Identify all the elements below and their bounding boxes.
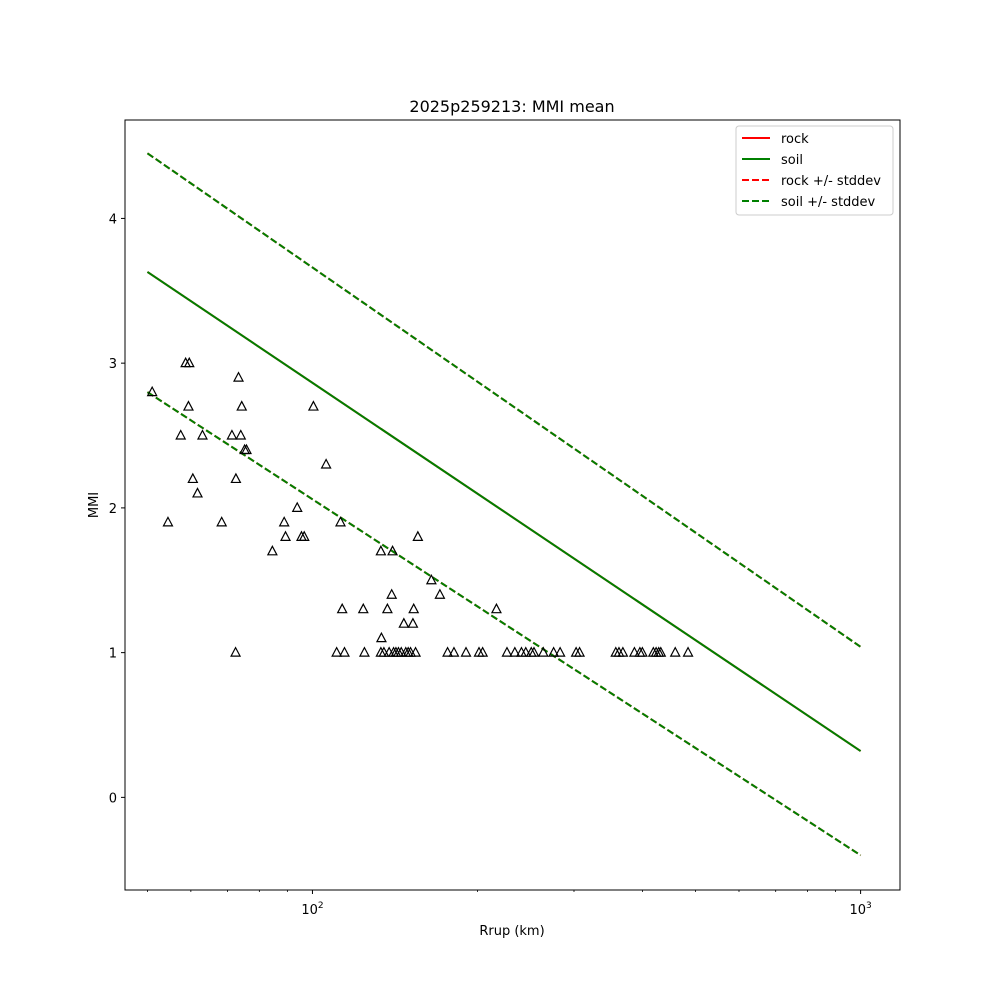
observation-marker (537, 646, 549, 657)
observation-marker (387, 545, 399, 556)
observation-marker (617, 646, 629, 657)
chart-title: 2025p259213: MMI mean (409, 97, 614, 116)
observation-marker (196, 429, 208, 440)
observation-marker (230, 646, 242, 657)
observation-marker (425, 573, 437, 585)
observation-marker (669, 646, 681, 657)
y-axis: 0 1 2 3 4 (109, 212, 125, 806)
observation-marker (381, 602, 393, 614)
observation-marker (477, 646, 489, 657)
observation-marker (291, 501, 303, 512)
observation-marker (241, 443, 252, 455)
observation-marker (182, 400, 194, 411)
series-line-1 (146, 271, 862, 752)
observation-marker (628, 646, 640, 657)
y-tick-label: 4 (109, 212, 117, 227)
x-axis-label: Rrup (km) (479, 924, 544, 939)
observation-marker (386, 588, 398, 599)
observation-marker (520, 646, 532, 657)
observation-marker (162, 516, 174, 527)
legend-label: rock +/- stddev (781, 174, 881, 189)
x-tick-label: 102 (301, 901, 323, 918)
observation-marker (509, 646, 521, 657)
observation-marker (528, 646, 540, 657)
legend: rock soil rock +/- stddev soil +/- stddev (735, 125, 894, 216)
observation-marker (412, 530, 424, 541)
x-axis: 102 103 (147, 890, 872, 918)
observation-marker (574, 646, 586, 657)
observation-marker (408, 602, 420, 614)
observation-marker (307, 400, 319, 411)
legend-label: soil (781, 153, 803, 168)
observation-marker (448, 646, 460, 657)
observation-marker (280, 530, 292, 541)
observation-marker (298, 530, 310, 541)
observation-marker (636, 646, 648, 657)
legend-box (735, 125, 894, 216)
plot-content (146, 152, 862, 857)
series-line-lower-3 (146, 391, 862, 857)
observation-marker (358, 646, 370, 657)
observation-marker (375, 545, 387, 556)
observation-marker (216, 516, 228, 527)
observation-marker (278, 516, 290, 527)
observation-marker (398, 617, 410, 628)
observation-marker (548, 646, 560, 657)
observation-marker (236, 400, 248, 411)
observation-marker (192, 487, 204, 498)
observation-marker (655, 646, 667, 657)
y-tick-label: 2 (109, 502, 117, 517)
observation-marker (331, 646, 343, 657)
observation-marker (682, 646, 694, 657)
observation-marker (407, 617, 419, 628)
observation-marker (266, 545, 278, 556)
y-axis-label: MMI (87, 492, 102, 518)
observation-marker (320, 458, 332, 469)
x-tick-label: 103 (849, 901, 871, 918)
observation-marker (146, 385, 158, 397)
observation-marker (357, 602, 369, 614)
observation-marker (442, 646, 454, 657)
observation-marker (226, 429, 238, 440)
observation-marker (378, 646, 390, 657)
observation-marker (233, 371, 245, 382)
observation-marker (501, 646, 513, 657)
y-tick-label: 0 (109, 791, 117, 806)
observation-marker (460, 646, 472, 657)
observation-marker (235, 429, 247, 440)
observation-marker (434, 588, 446, 599)
series-line-3 (146, 152, 862, 648)
observation-marker (375, 631, 387, 643)
observation-marker (410, 646, 422, 657)
observation-marker (183, 356, 195, 368)
observation-marker (554, 646, 566, 657)
observation-marker (175, 429, 187, 440)
y-tick-label: 3 (109, 357, 117, 372)
observation-marker (336, 602, 348, 614)
legend-label: soil +/- stddev (781, 195, 876, 210)
observation-marker (230, 472, 242, 484)
legend-label: rock (781, 132, 809, 147)
observation-marker (338, 646, 350, 657)
observation-marker (490, 602, 502, 614)
observation-marker (187, 472, 199, 484)
observation-marker (335, 516, 346, 527)
plot-frame (124, 119, 901, 891)
y-tick-label: 1 (109, 647, 117, 662)
